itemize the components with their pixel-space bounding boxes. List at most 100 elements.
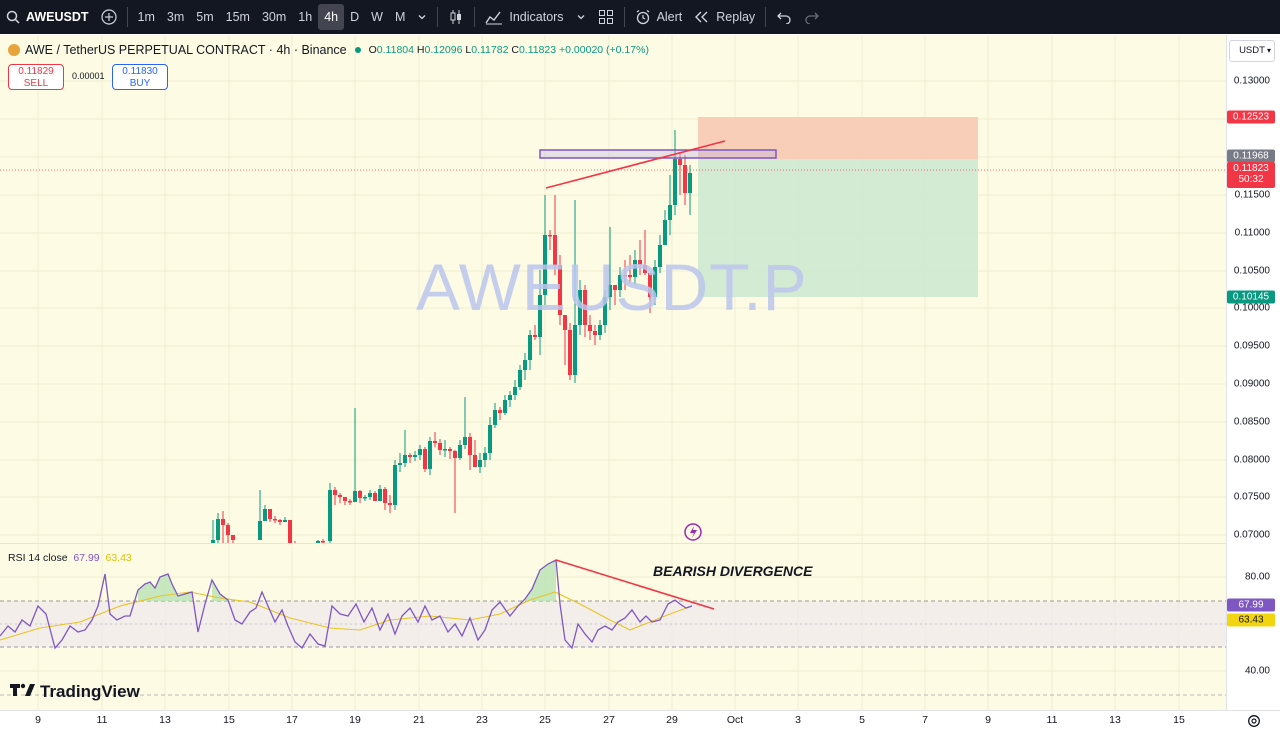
undo-button[interactable] bbox=[770, 4, 798, 30]
candle-body bbox=[653, 267, 657, 297]
candle-body bbox=[503, 400, 507, 413]
candle-body bbox=[383, 489, 387, 503]
interval-1m[interactable]: 1m bbox=[137, 10, 155, 24]
rising-trendline[interactable] bbox=[545, 140, 726, 189]
tradingview-wordmark: TradingView bbox=[40, 682, 140, 701]
candle-body bbox=[468, 437, 472, 455]
flash-icon[interactable] bbox=[684, 523, 702, 541]
rsi-line bbox=[0, 558, 693, 650]
rewind-icon bbox=[694, 10, 710, 24]
buy-button[interactable]: 0.11830 BUY bbox=[112, 64, 168, 90]
candle-body bbox=[368, 493, 372, 497]
candle-body bbox=[608, 285, 612, 297]
entry-price-tag: 0.11968 bbox=[1227, 149, 1275, 163]
interval-m[interactable]: M bbox=[394, 10, 406, 24]
candle-body bbox=[553, 235, 557, 265]
candle-body bbox=[278, 520, 282, 522]
rsi-legend: RSI 14 close 67.99 63.43 bbox=[8, 552, 132, 564]
candle-body bbox=[463, 437, 467, 445]
price-tick: 0.08500 bbox=[1233, 416, 1270, 428]
take-profit-zone[interactable] bbox=[698, 159, 978, 297]
interval-d[interactable]: D bbox=[350, 10, 360, 24]
price-tick: 0.13000 bbox=[1233, 75, 1270, 87]
symbol-search[interactable]: AWEUSDT bbox=[0, 4, 95, 30]
low-label: L bbox=[465, 44, 472, 56]
interval-dropdown[interactable] bbox=[411, 4, 433, 30]
interval-w[interactable]: W bbox=[371, 10, 383, 24]
compare-button[interactable] bbox=[95, 4, 123, 30]
last-price-tag: 0.11823 50:32 bbox=[1227, 162, 1275, 188]
indicators-button[interactable]: Indicators bbox=[479, 4, 569, 30]
candle-body bbox=[433, 441, 437, 443]
candle-body bbox=[663, 220, 667, 245]
candle-body bbox=[393, 465, 397, 505]
candle-body bbox=[513, 387, 517, 395]
alert-button[interactable]: Alert bbox=[629, 4, 689, 30]
resistance-box[interactable] bbox=[539, 149, 777, 159]
indicators-label: Indicators bbox=[509, 10, 564, 24]
time-tick: 25 bbox=[539, 714, 551, 726]
time-tick: 11 bbox=[96, 714, 108, 726]
price-tick: 0.09500 bbox=[1233, 340, 1270, 352]
candle-body bbox=[538, 295, 542, 337]
price-tick: 0.07000 bbox=[1233, 529, 1270, 541]
time-axis[interactable]: 9 11 13 15 17 19 21 23 25 27 29 Oct 3 5 … bbox=[0, 710, 1280, 732]
ohlc-values: O0.11804 H0.12096 L0.11782 C0.11823 +0.0… bbox=[369, 44, 649, 56]
rsi-chart[interactable] bbox=[0, 544, 1226, 710]
replay-button[interactable]: Replay bbox=[688, 4, 761, 30]
sell-button[interactable]: 0.11829 SELL bbox=[8, 64, 64, 90]
exchange-logo-icon bbox=[8, 44, 20, 56]
tradingview-logo-icon bbox=[10, 682, 36, 702]
price-tick: 0.08000 bbox=[1233, 454, 1270, 466]
rsi-tick: 80.00 bbox=[1244, 571, 1270, 583]
price-chart[interactable] bbox=[0, 35, 1226, 543]
layouts-button[interactable] bbox=[592, 4, 620, 30]
price-pane[interactable]: AWEUSDT.P AWE / TetherUS PERPETUAL CONTR… bbox=[0, 35, 1226, 543]
rsi-value: 67.99 bbox=[73, 552, 100, 564]
time-tick: 9 bbox=[35, 714, 41, 726]
candle-body bbox=[603, 297, 607, 325]
open-value: 0.11804 bbox=[376, 44, 414, 56]
candle-body bbox=[338, 495, 342, 497]
chart-type-button[interactable] bbox=[442, 4, 470, 30]
chart-settings-icon[interactable] bbox=[1247, 714, 1261, 733]
candle-body bbox=[628, 275, 632, 277]
stop-loss-zone[interactable] bbox=[698, 117, 978, 159]
rsi-value-tag: 67.99 bbox=[1227, 598, 1275, 612]
interval-3m[interactable]: 3m bbox=[166, 10, 185, 24]
candle-body bbox=[563, 315, 567, 330]
time-tick: Oct bbox=[726, 714, 744, 726]
candle-body bbox=[583, 290, 587, 325]
alert-label: Alert bbox=[656, 10, 683, 24]
grid-icon bbox=[598, 9, 614, 25]
interval-5m[interactable]: 5m bbox=[196, 10, 214, 24]
tradingview-logo[interactable]: TradingView bbox=[10, 682, 140, 702]
bar-countdown: 50:32 bbox=[1238, 174, 1264, 185]
price-axis[interactable]: USDT ▾ 0.13000 0.11500 0.11000 0.10500 0… bbox=[1226, 35, 1280, 710]
candle-body bbox=[211, 540, 215, 543]
candle-body bbox=[493, 410, 497, 425]
candle-body bbox=[673, 159, 677, 205]
interval-1h[interactable]: 1h bbox=[298, 10, 313, 24]
candle-body bbox=[558, 265, 562, 315]
currency-selector[interactable]: USDT ▾ bbox=[1229, 40, 1275, 62]
chevron-down-icon bbox=[417, 12, 427, 22]
time-tick: 13 bbox=[159, 714, 171, 726]
redo-button[interactable] bbox=[798, 4, 826, 30]
rsi-overbought-fill bbox=[105, 560, 675, 601]
rsi-pane[interactable]: RSI 14 close 67.99 63.43 BEARISH DIVERGE… bbox=[0, 544, 1226, 710]
indicators-dropdown[interactable] bbox=[570, 4, 592, 30]
pane-divider[interactable] bbox=[0, 543, 1280, 544]
candle-body bbox=[363, 497, 367, 499]
interval-4h[interactable]: 4h bbox=[318, 4, 345, 30]
time-tick: 29 bbox=[666, 714, 678, 726]
candle-body bbox=[668, 205, 672, 220]
search-icon bbox=[6, 10, 20, 24]
price-tick: 0.11500 bbox=[1234, 189, 1270, 201]
replay-label: Replay bbox=[716, 10, 756, 24]
interval-15m[interactable]: 15m bbox=[225, 10, 250, 24]
interval-30m[interactable]: 30m bbox=[261, 10, 287, 24]
divergence-trendline[interactable] bbox=[555, 559, 715, 610]
candle-body bbox=[518, 370, 522, 387]
buy-label: BUY bbox=[129, 78, 151, 89]
